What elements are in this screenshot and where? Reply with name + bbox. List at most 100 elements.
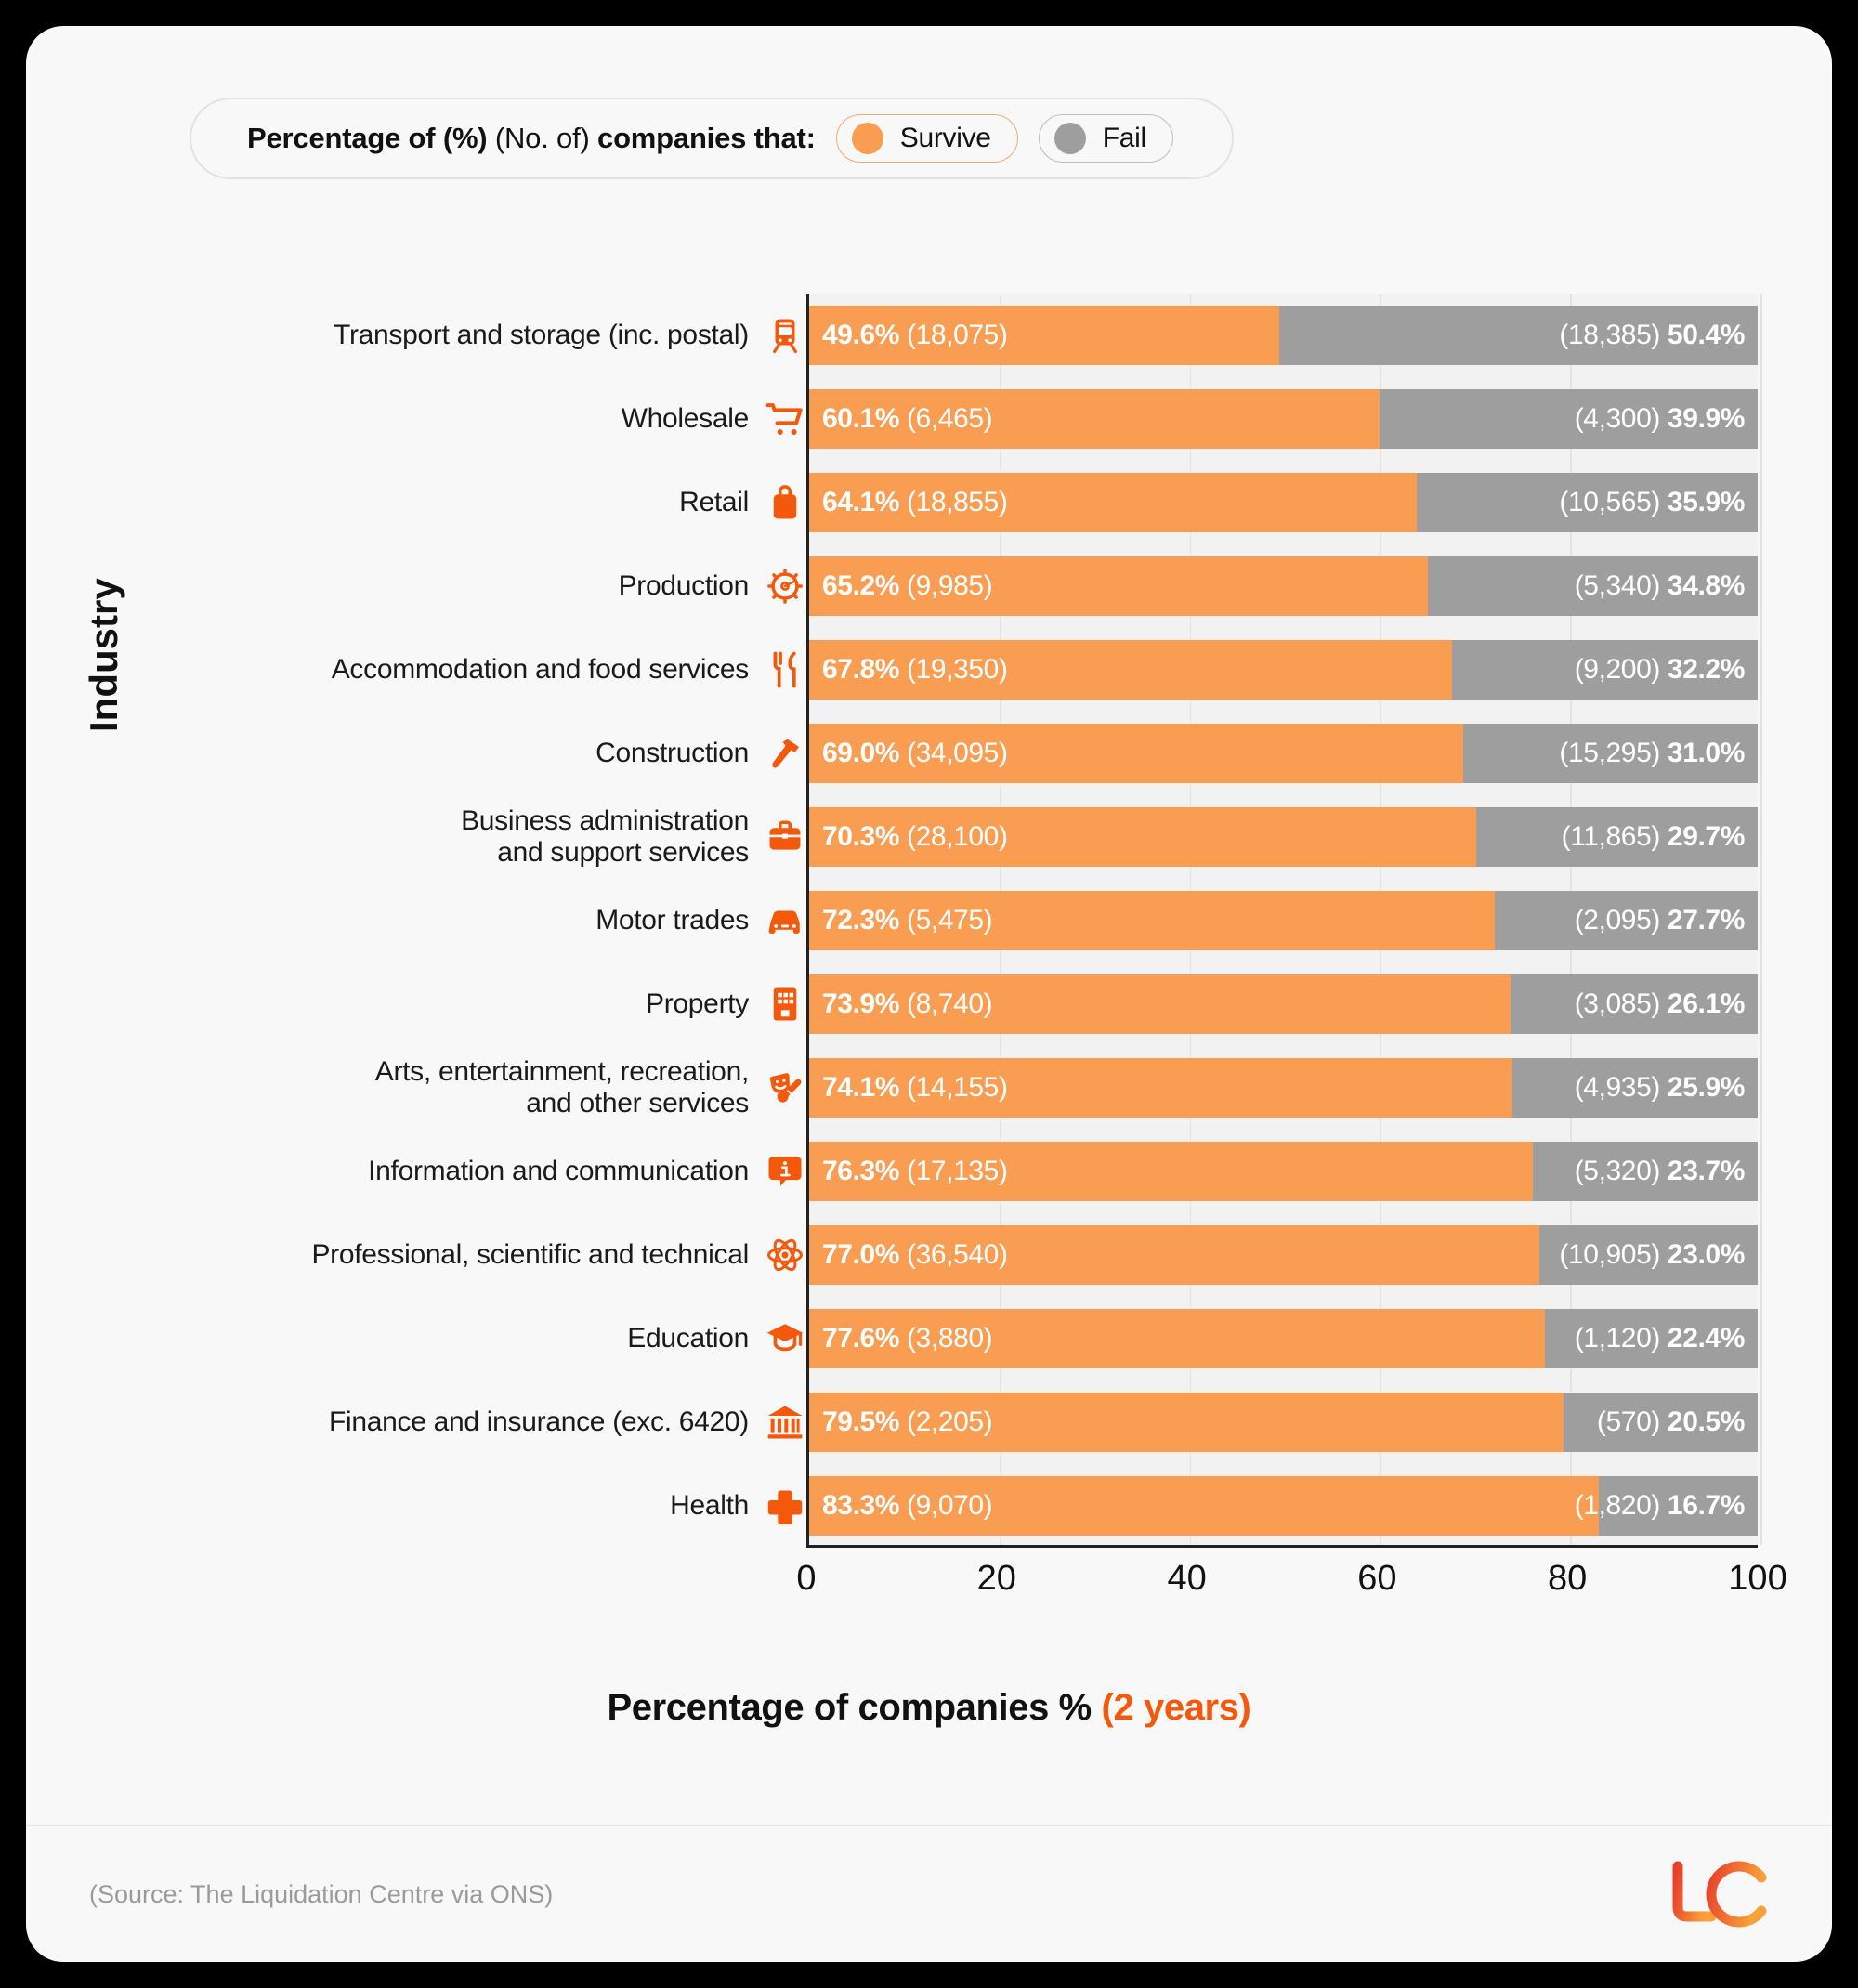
lc-monogram-logo xyxy=(1672,1861,1767,1928)
bar-segment-survive[interactable]: 79.5% (2,205) xyxy=(809,1393,1564,1452)
train-icon xyxy=(764,314,806,357)
bar-segment-survive[interactable]: 49.6% (18,075) xyxy=(809,306,1280,365)
briefcase-icon xyxy=(764,816,806,858)
bar-row[interactable]: 73.9% (8,740) (3,085) 26.1% xyxy=(809,974,1758,1034)
bar-row[interactable]: 72.3% (5,475) (2,095) 27.7% xyxy=(809,891,1758,950)
bar-label-fail: (4,935) 25.9% xyxy=(1574,1072,1746,1103)
bar-segment-survive[interactable]: 77.0% (36,540) xyxy=(809,1225,1540,1285)
bar-segment-survive[interactable]: 76.3% (17,135) xyxy=(809,1142,1534,1201)
bar-segment-fail[interactable]: (2,095) 27.7% xyxy=(1495,891,1758,950)
medical-cross-icon xyxy=(764,1484,806,1527)
y-axis-label: Finance and insurance (exc. 6420) xyxy=(137,1380,806,1464)
bar-row[interactable]: 77.6% (3,880) (1,120) 22.4% xyxy=(809,1309,1758,1368)
bar-segment-fail[interactable]: (11,865) 29.7% xyxy=(1475,807,1758,867)
bar-label-survive: 73.9% (8,740) xyxy=(822,988,993,1019)
bar-segment-fail[interactable]: (9,200) 32.2% xyxy=(1452,640,1758,700)
bar-label-survive: 72.3% (5,475) xyxy=(822,905,993,935)
bar-segment-survive[interactable]: 65.2% (9,985) xyxy=(809,556,1428,616)
y-axis-label-text: Construction xyxy=(595,738,749,769)
bar-segment-survive[interactable]: 72.3% (5,475) xyxy=(809,891,1496,950)
bar-segment-survive[interactable]: 73.9% (8,740) xyxy=(809,974,1511,1034)
bar-segment-survive[interactable]: 67.8% (19,350) xyxy=(809,640,1453,700)
bar-segment-fail[interactable]: (4,300) 39.9% xyxy=(1379,389,1758,449)
bar-label-fail: (4,300) 39.9% xyxy=(1574,403,1746,434)
bar-row[interactable]: 83.3% (9,070) (1,820) 16.7% xyxy=(809,1476,1758,1536)
circle-icon xyxy=(851,123,883,154)
car-icon xyxy=(764,899,806,942)
bar-segment-fail[interactable]: (1,120) 22.4% xyxy=(1545,1309,1758,1368)
bar-row[interactable]: 49.6% (18,075) (18,385) 50.4% xyxy=(809,306,1758,365)
y-axis-label: Accommodation and food services xyxy=(137,628,806,712)
y-axis-label: Wholesale xyxy=(137,377,806,461)
bar-segment-fail[interactable]: (1,820) 16.7% xyxy=(1575,1476,1758,1536)
hammer-icon xyxy=(764,732,806,775)
bar-label-fail: (1,120) 22.4% xyxy=(1574,1323,1746,1354)
legend-item-survive[interactable]: Survive xyxy=(835,114,1018,163)
bar-segment-survive[interactable]: 77.6% (3,880) xyxy=(809,1309,1546,1368)
bar-row[interactable]: 60.1% (6,465) (4,300) 39.9% xyxy=(809,389,1758,449)
bar-label-fail: (3,085) 26.1% xyxy=(1574,988,1746,1019)
bar-segment-fail[interactable]: (15,295) 31.0% xyxy=(1463,724,1758,783)
bar-segment-fail[interactable]: (5,340) 34.8% xyxy=(1427,556,1758,616)
bar-row[interactable]: 67.8% (19,350) (9,200) 32.2% xyxy=(809,640,1758,700)
bar-row[interactable]: 79.5% (2,205) (570) 20.5% xyxy=(809,1393,1758,1452)
bar-segment-fail[interactable]: (4,935) 25.9% xyxy=(1511,1058,1758,1118)
y-axis-label-text: Health xyxy=(670,1490,749,1522)
x-axis-tick: 100 xyxy=(1728,1559,1787,1598)
bar-segment-fail[interactable]: (3,085) 26.1% xyxy=(1510,974,1758,1034)
chart-title-bold-2: companies that: xyxy=(597,122,816,154)
bar-row[interactable]: 64.1% (18,855) (10,565) 35.9% xyxy=(809,473,1758,532)
bar-segment-survive[interactable]: 60.1% (6,465) xyxy=(809,389,1380,449)
shopping-bag-icon xyxy=(764,481,806,524)
bar-row[interactable]: 70.3% (28,100) (11,865) 29.7% xyxy=(809,807,1758,867)
y-axis-label: Business administration and support servi… xyxy=(137,795,806,879)
shopping-cart-icon xyxy=(764,398,806,440)
bar-segment-fail[interactable]: (18,385) 50.4% xyxy=(1279,306,1758,365)
bar-label-survive: 64.1% (18,855) xyxy=(822,487,1008,517)
bar-segment-fail[interactable]: (10,565) 35.9% xyxy=(1417,473,1758,532)
y-axis-label-text: Property xyxy=(646,988,749,1020)
y-axis-label-text: Information and communication xyxy=(368,1156,749,1187)
y-axis-label-text: Business administration and support servi… xyxy=(461,805,749,868)
y-axis-title: Industry xyxy=(82,578,125,732)
bar-label-survive: 74.1% (14,155) xyxy=(822,1072,1008,1103)
bar-segment-survive[interactable]: 74.1% (14,155) xyxy=(809,1058,1512,1118)
bar-segment-survive[interactable]: 83.3% (9,070) xyxy=(809,1476,1600,1536)
atom-icon xyxy=(764,1234,806,1276)
bar-row[interactable]: 74.1% (14,155) (4,935) 25.9% xyxy=(809,1058,1758,1118)
y-axis-label: Construction xyxy=(137,712,806,795)
x-axis-tick: 40 xyxy=(1167,1559,1207,1598)
bank-icon xyxy=(764,1401,806,1444)
bar-label-survive: 70.3% (28,100) xyxy=(822,821,1008,852)
bar-segment-survive[interactable]: 69.0% (34,095) xyxy=(809,724,1464,783)
legend-item-fail[interactable]: Fail xyxy=(1038,114,1173,163)
y-axis-label: Arts, entertainment, recreation, and othe… xyxy=(137,1046,806,1130)
bar-label-fail: (1,820) 16.7% xyxy=(1574,1490,1746,1521)
bar-label-fail: (15,295) 31.0% xyxy=(1559,738,1745,768)
chart-title: Percentage of (%) (No. of) companies tha… xyxy=(247,122,816,155)
bar-segment-fail[interactable]: (10,905) 23.0% xyxy=(1539,1225,1758,1285)
bar-segment-fail[interactable]: (570) 20.5% xyxy=(1563,1393,1758,1452)
y-axis-label-text: Motor trades xyxy=(595,905,749,936)
bar-segment-survive[interactable]: 70.3% (28,100) xyxy=(809,807,1476,867)
bar-segment-survive[interactable]: 64.1% (18,855) xyxy=(809,473,1418,532)
bar-label-survive: 79.5% (2,205) xyxy=(822,1406,993,1437)
y-axis-label: Health xyxy=(137,1464,806,1548)
bar-row[interactable]: 77.0% (36,540) (10,905) 23.0% xyxy=(809,1225,1758,1285)
circle-icon xyxy=(1053,123,1086,154)
y-axis-label-text: Production xyxy=(618,570,750,602)
building-icon xyxy=(764,983,806,1026)
fork-knife-icon xyxy=(764,648,806,691)
x-axis-title-accent: (2 years) xyxy=(1101,1687,1251,1728)
y-axis-label: Production xyxy=(137,544,806,628)
bar-segment-fail[interactable]: (5,320) 23.7% xyxy=(1533,1142,1758,1201)
bar-row[interactable]: 76.3% (17,135) (5,320) 23.7% xyxy=(809,1142,1758,1201)
y-axis-label: Education xyxy=(137,1297,806,1380)
bar-row[interactable]: 69.0% (34,095) (15,295) 31.0% xyxy=(809,724,1758,783)
source-note: (Source: The Liquidation Centre via ONS) xyxy=(89,1879,554,1908)
y-axis-label-text: Accommodation and food services xyxy=(331,654,750,686)
bar-row[interactable]: 65.2% (9,985) (5,340) 34.8% xyxy=(809,556,1758,616)
bar-label-survive: 77.6% (3,880) xyxy=(822,1323,993,1354)
y-axis-label-text: Education xyxy=(627,1323,749,1354)
y-axis-label: Motor trades xyxy=(137,879,806,962)
